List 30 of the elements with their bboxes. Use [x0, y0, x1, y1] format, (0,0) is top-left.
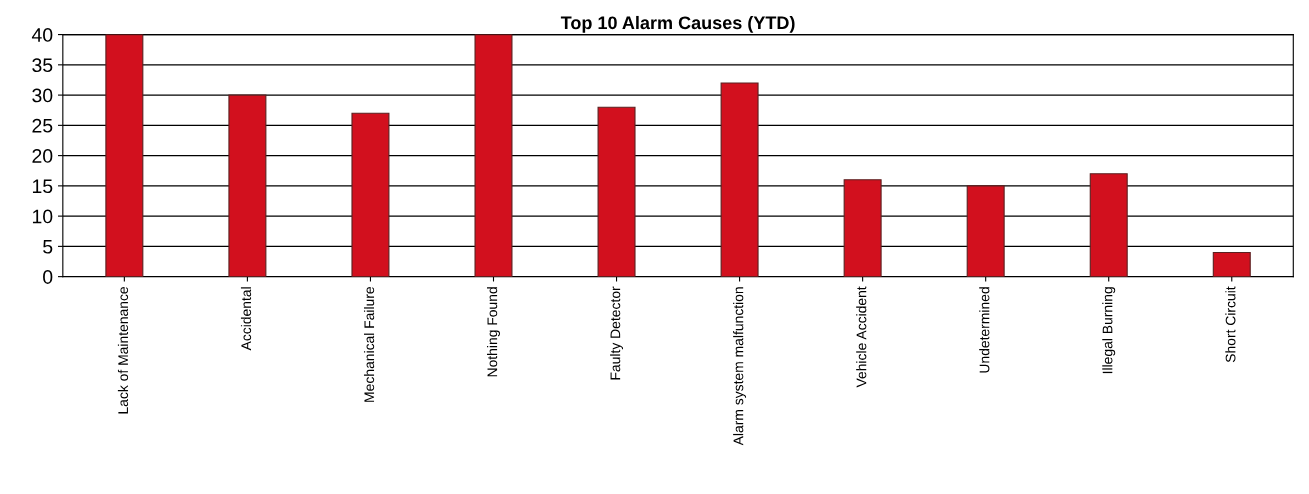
x-tick-label: Alarm system malfunction	[733, 287, 747, 446]
bar	[1212, 251, 1251, 277]
bar	[843, 179, 882, 277]
y-tick-label: 0	[43, 270, 53, 284]
bar	[105, 34, 144, 277]
bar	[966, 185, 1005, 277]
x-tick-label: Nothing Found	[487, 287, 500, 377]
x-tick-label: Accidental	[240, 287, 252, 351]
x-tick-label: Vehicle Accident	[856, 286, 867, 388]
x-tick-label: Lack of Maintenance	[117, 286, 129, 414]
x-tick-label: Illegal Burning	[1102, 287, 1116, 374]
y-tick-label: 20	[32, 149, 53, 163]
x-tick-label: Mechanical Failure	[363, 286, 375, 402]
bar	[351, 112, 390, 277]
y-tick-label: 15	[32, 179, 53, 194]
y-tick-label: 30	[32, 88, 53, 103]
y-tick-label: 25	[32, 118, 53, 133]
y-tick-label: 5	[43, 240, 53, 254]
bar	[228, 94, 267, 277]
chart-title: Top 10 Alarm Causes (YTD)	[560, 15, 795, 33]
bar	[474, 34, 513, 277]
y-tick-label: 10	[32, 209, 53, 224]
x-tick-label: Faulty Detector	[610, 286, 624, 380]
y-tick-label: 40	[31, 28, 53, 42]
y-tick-label: 35	[32, 58, 53, 73]
x-tick-label: Undetermined	[979, 287, 990, 373]
bar	[1089, 173, 1128, 277]
x-tick-label: Short Circuit	[1225, 286, 1236, 363]
bar	[597, 106, 636, 277]
bar	[720, 82, 759, 277]
